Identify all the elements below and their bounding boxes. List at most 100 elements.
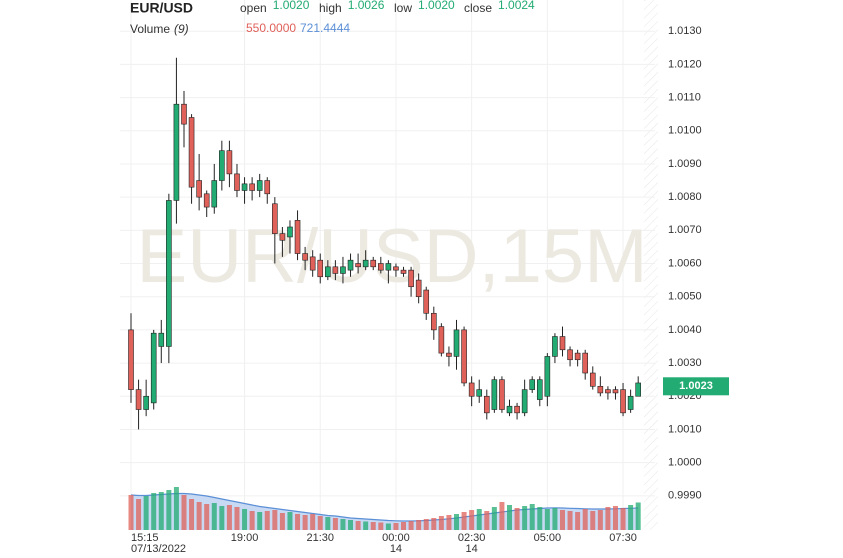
candle-body	[453, 329, 460, 357]
volume-ma-value: 721.4444	[300, 21, 350, 35]
candle-body	[234, 173, 240, 191]
volume-ma-line	[130, 492, 639, 522]
volume-bar	[370, 522, 376, 530]
volume-bar	[484, 511, 490, 530]
legend-label: open	[240, 1, 267, 15]
volume-bar	[363, 521, 369, 530]
volume-bar	[166, 490, 172, 530]
volume-bar	[514, 508, 520, 530]
candle-body	[476, 389, 483, 397]
volume-value: 550.0000	[246, 21, 296, 35]
volume-bar	[628, 505, 634, 530]
volume-bar	[234, 507, 240, 530]
volume-bar	[612, 506, 618, 530]
y-tick-label: 1.0100	[668, 125, 702, 137]
y-tick-label: 1.0010	[668, 423, 702, 435]
volume-bar	[469, 510, 475, 530]
candle-body	[203, 193, 210, 208]
candle-body	[536, 379, 543, 400]
volume-bar	[378, 522, 384, 530]
volume-bar	[491, 507, 497, 530]
candle-body	[521, 389, 528, 414]
candle-body	[378, 263, 384, 271]
volume-bar	[279, 513, 285, 530]
candle-body	[302, 253, 308, 261]
y-tick-label: 1.0130	[668, 25, 702, 37]
candle-body	[635, 382, 641, 397]
volume-bar	[302, 515, 308, 530]
volume-bar	[151, 493, 157, 530]
volume-period: (9)	[174, 22, 189, 36]
candle-body	[438, 326, 445, 354]
candle-body	[143, 395, 149, 410]
candle-body	[544, 356, 551, 397]
volume-bar	[537, 507, 543, 530]
candle-body	[400, 269, 407, 274]
volume-bar	[597, 510, 603, 530]
y-tick-label: 1.0120	[668, 58, 702, 70]
volume-title: Volume	[130, 22, 170, 36]
x-tick-label: 19:00	[231, 532, 259, 544]
volume-bar	[461, 512, 467, 530]
volume-bar	[310, 514, 316, 530]
volume-bar	[355, 521, 361, 530]
candle-body	[135, 389, 142, 410]
volume-bar	[158, 492, 164, 530]
candle-body	[393, 266, 399, 271]
x-tick-label: 07:30	[609, 532, 637, 544]
volume-bar	[529, 504, 535, 530]
candle-body	[309, 256, 316, 271]
candle-body	[408, 269, 414, 288]
volume-bar	[173, 487, 179, 530]
volume-bar	[476, 509, 482, 530]
volume-bar	[189, 499, 195, 530]
candle-body	[499, 379, 505, 410]
candle-body	[506, 405, 513, 414]
candle-body	[196, 180, 202, 198]
volume-bar	[219, 506, 225, 530]
marks	[128, 57, 641, 530]
candle-body	[332, 266, 339, 274]
volume-bar	[181, 495, 187, 530]
candle-body	[567, 349, 573, 361]
y-tick-label: 1.0050	[668, 291, 702, 303]
volume-bar	[287, 512, 293, 530]
volume-bar	[385, 523, 391, 530]
volume-bar	[136, 499, 142, 530]
candle-body	[340, 266, 346, 274]
x-date-label: 14	[390, 543, 402, 555]
y-tick-label: 1.0040	[668, 324, 702, 336]
candle-body	[362, 259, 369, 268]
candle-body	[423, 289, 430, 314]
volume-bar	[317, 516, 323, 530]
candle-body	[158, 332, 165, 347]
volume-bar	[295, 514, 301, 530]
legend-label: high	[319, 1, 342, 15]
legend-value: 1.0020	[418, 0, 455, 12]
legend-label: low	[394, 1, 412, 15]
y-tick-label: 1.0030	[668, 357, 702, 369]
legend-label: close	[464, 1, 492, 15]
volume-bar	[507, 505, 512, 530]
volume-bar	[408, 521, 414, 530]
volume-bar	[635, 502, 641, 530]
candle-body	[446, 352, 452, 357]
last-price-tag	[663, 377, 729, 396]
x-date-label: 14	[466, 543, 478, 555]
y-tick-label: 1.0070	[668, 224, 702, 236]
candle-body	[325, 266, 331, 278]
candle-body	[385, 263, 392, 271]
y-tick-label: 1.0110	[668, 91, 701, 103]
future-area	[644, 0, 658, 530]
volume-bar	[332, 518, 338, 530]
candle-body	[514, 405, 520, 414]
candle-body	[294, 220, 301, 254]
volume-bar	[401, 522, 407, 530]
candle-body	[627, 395, 634, 410]
candle-body	[552, 336, 558, 357]
y-tick-label: 1.0060	[668, 257, 702, 269]
volume-bar	[416, 520, 422, 530]
candle-body	[249, 183, 255, 191]
x-tick-label: 05:00	[534, 532, 562, 544]
